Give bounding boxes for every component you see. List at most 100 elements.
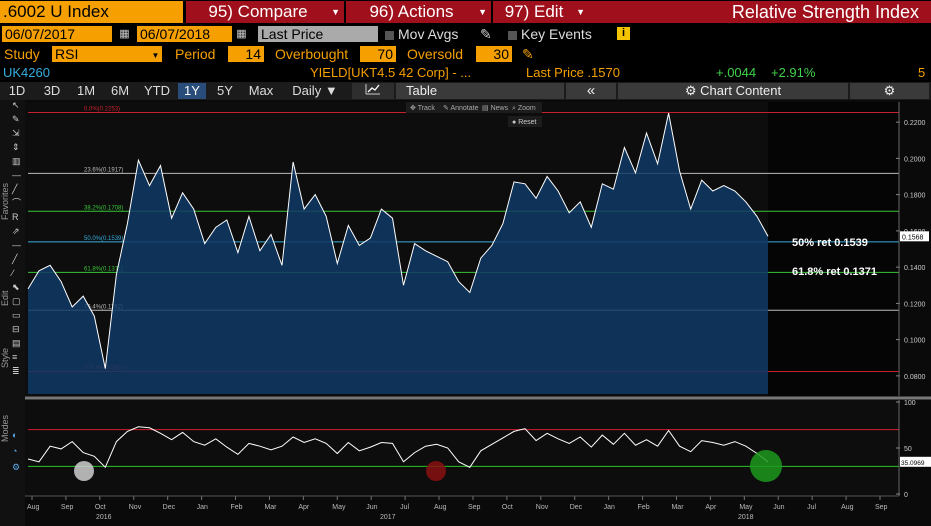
end-date-field[interactable]: 06/07/2018 xyxy=(137,26,232,42)
x-tick-label: Jun xyxy=(773,504,784,511)
drawing-tool-icon: ╱ xyxy=(11,183,18,195)
oversold-marker xyxy=(750,450,782,482)
x-tick-label: May xyxy=(739,504,753,511)
page-title: Relative Strength Index xyxy=(493,1,931,23)
reset-button[interactable]: ● Reset xyxy=(512,119,537,126)
mode-icon: ◐ xyxy=(12,430,17,440)
drawing-tool-icon: ↖ xyxy=(12,100,20,110)
info-icon[interactable]: i xyxy=(617,27,630,40)
period-input[interactable]: 14 xyxy=(228,46,264,62)
chart-svg[interactable]: ↖ ✎ ⇲ ⇕ ▥ — ╱ ⌒ R ⇗ — ╱ ⁄ ⬉ ▢ ▭ ⊟ ▤ ≡ ≣ ◐ ◔ ⚙ Favorites Edit S… xyxy=(0,100,931,526)
x-tick-label: Apr xyxy=(705,504,717,511)
table-button[interactable]: Table xyxy=(396,83,564,99)
mov-avgs-label: Mov Avgs xyxy=(398,26,459,42)
price-change-pct: +2.91% xyxy=(771,65,816,80)
date-range-bar: 06/07/2017 ▦ 06/07/2018 ▦ Last Price Mov… xyxy=(0,24,931,44)
overbought-label: Overbought xyxy=(275,46,349,62)
x-tick-label: Jan xyxy=(197,504,208,511)
last-price-label: 0.1568 xyxy=(902,234,924,241)
gear-icon[interactable]: ⚙ xyxy=(850,83,929,99)
x-tick-label: Dec xyxy=(163,504,176,511)
future-region xyxy=(768,102,899,396)
last-rsi-box xyxy=(900,456,931,467)
x-tick-label: Apr xyxy=(298,504,310,511)
last-price: Last Price .1570 xyxy=(526,65,620,80)
price-tick-label: 0.2000 xyxy=(904,156,926,163)
actions-button[interactable]: 96) Actions ▼ xyxy=(346,1,491,23)
range-1m[interactable]: 1M xyxy=(76,83,96,98)
fib-level-label: 50.0%(0.1539) xyxy=(84,236,123,242)
pencil-icon[interactable]: ✎ xyxy=(522,46,534,62)
price-tick-label: 0.0800 xyxy=(904,374,926,381)
price-tick-label: 0.1200 xyxy=(904,301,926,308)
pencil-icon[interactable]: ✎ xyxy=(480,26,492,42)
x-tick-label: Nov xyxy=(536,504,549,511)
chart-content-button[interactable]: ⚙ Chart Content xyxy=(618,83,848,99)
compare-button[interactable]: 95) Compare ▼ xyxy=(186,1,344,23)
key-events-toggle[interactable]: Key Events xyxy=(508,26,592,42)
range-ytd[interactable]: YTD xyxy=(144,83,170,98)
x-tick-label: Nov xyxy=(129,504,142,511)
zoom-tool[interactable]: ⌕ Zoom xyxy=(512,105,536,112)
rsi-panel xyxy=(25,400,899,496)
range-5y[interactable]: 5Y xyxy=(217,83,233,98)
oversold-label: Oversold xyxy=(407,46,464,62)
study-bar: Study RSI ▼ Period 14 Overbought 70 Over… xyxy=(0,44,931,64)
drawing-tool-icon: ⊟ xyxy=(12,324,20,334)
drawing-tool-icon: ≡ xyxy=(12,352,17,362)
drawing-tool-icon: ≣ xyxy=(12,366,20,376)
gear-icon: ⚙ xyxy=(684,83,697,98)
drawing-tool-icon: ⁄ xyxy=(10,268,15,278)
price-series xyxy=(27,112,769,394)
range-1y[interactable]: 1Y xyxy=(178,83,206,99)
x-tick-label: Sep xyxy=(468,504,481,511)
chart-tools: ✥ Track ✎ Annotate ▤ News ⌕ Zoom ● Reset xyxy=(406,102,542,127)
range-toolbar: 1D 3D 1M 6M YTD 1Y 5Y Max Daily ▼ Table … xyxy=(0,82,931,100)
drawing-tools[interactable]: ↖ ✎ ⇲ ⇕ ▥ — ╱ ⌒ R ⇗ — ╱ ⁄ ⬉ ▢ ▭ ⊟ ▤ ≡ ≣ ◐ ◔ ⚙ xyxy=(10,100,21,472)
compare-label: 95) Compare xyxy=(208,2,308,21)
annotation-50-ret: 50% ret 0.1539 xyxy=(792,237,868,249)
chevron-down-icon: ▼ xyxy=(324,83,338,98)
price-tick-label: 0.1400 xyxy=(904,265,926,272)
annotate-tool[interactable]: ✎ Annotate xyxy=(443,105,479,112)
x-tick-label: Sep xyxy=(875,504,888,511)
double-chevron-left-icon[interactable]: « xyxy=(566,83,616,99)
range-max[interactable]: Max xyxy=(248,83,274,98)
x-tick-label: May xyxy=(332,504,346,511)
oversold-input[interactable]: 30 xyxy=(476,46,512,62)
year-label: 2017 xyxy=(380,514,396,521)
edit-button[interactable]: 97) Edit ▼ xyxy=(493,1,589,23)
line-chart-icon[interactable] xyxy=(352,83,394,99)
drawing-tool-icon: ✎ xyxy=(12,114,20,124)
calendar-icon[interactable]: ▦ xyxy=(119,28,130,40)
price-tick-label: 0.2200 xyxy=(904,120,926,127)
news-tool[interactable]: ▤ News xyxy=(482,105,509,112)
last-price-box xyxy=(900,231,929,242)
x-tick-label: Mar xyxy=(264,504,277,511)
compare-dropdown-icon: ▼ xyxy=(331,7,340,17)
drawing-tool-icon: ▢ xyxy=(12,296,21,306)
ticker-field[interactable]: .6002 U Index xyxy=(0,1,183,23)
price-line xyxy=(27,112,769,369)
actions-label: 96) Actions xyxy=(369,2,454,21)
study-label: Study xyxy=(4,46,40,62)
overbought-input[interactable]: 70 xyxy=(360,46,396,62)
mov-avgs-toggle[interactable]: Mov Avgs xyxy=(385,26,458,42)
x-tick-label: Aug xyxy=(27,504,40,511)
range-3d[interactable]: 3D xyxy=(43,83,61,98)
drawing-tool-icon: — xyxy=(12,240,21,250)
range-6m[interactable]: 6M xyxy=(110,83,130,98)
price-tick-label: 0.1000 xyxy=(904,338,926,345)
study-select[interactable]: RSI xyxy=(52,46,162,62)
x-tick-label: Jun xyxy=(366,504,377,511)
x-tick-label: Oct xyxy=(95,504,106,511)
calendar-icon[interactable]: ▦ xyxy=(236,28,247,40)
edit-side-label: Edit xyxy=(0,290,10,306)
range-1d[interactable]: 1D xyxy=(8,83,26,98)
start-date-field[interactable]: 06/07/2017 xyxy=(2,26,112,42)
drawing-tool-icon: R xyxy=(12,212,19,222)
checkbox-icon xyxy=(508,30,517,40)
frequency-select[interactable]: Daily ▼ xyxy=(285,83,345,99)
track-tool[interactable]: ✥ Track xyxy=(410,104,435,112)
price-field-select[interactable]: Last Price xyxy=(258,26,378,42)
